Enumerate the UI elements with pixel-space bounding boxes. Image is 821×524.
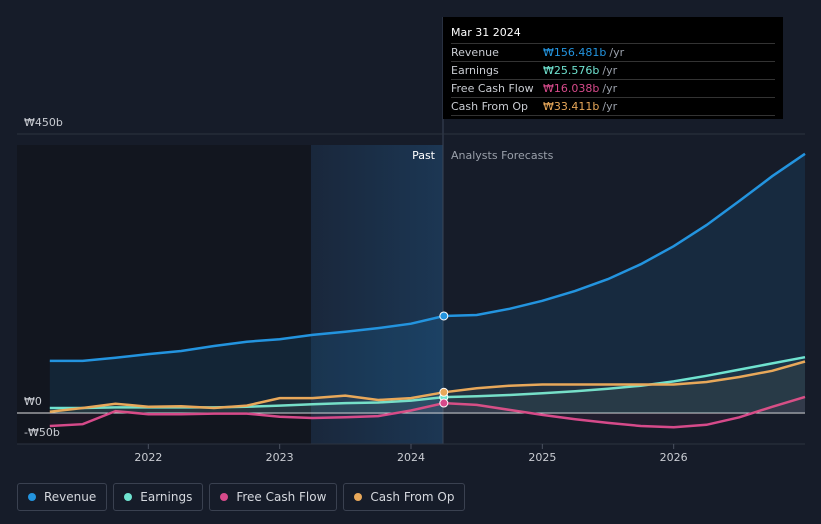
tooltip-unit: /yr: [602, 82, 618, 95]
legend-label: Earnings: [140, 490, 193, 504]
tooltip-row: Earnings ₩25.576b/yr: [451, 62, 775, 80]
tooltip: Mar 31 2024 Revenue ₩156.481b/yr Earnings ₩…: [443, 17, 783, 119]
series-area: [49, 357, 806, 413]
past-background: [17, 145, 311, 444]
tooltip-date: Mar 31 2024: [451, 23, 775, 44]
series-line: [49, 360, 806, 414]
series-area: [49, 153, 806, 414]
tooltip-value: ₩16.038b: [543, 82, 600, 95]
past-highlight: [311, 145, 443, 444]
legend-swatch: [28, 493, 36, 501]
tooltip-unit: /yr: [602, 64, 618, 77]
legend-label: Free Cash Flow: [236, 490, 327, 504]
legend-label: Cash From Op: [370, 490, 455, 504]
legend-item[interactable]: Free Cash Flow: [209, 483, 338, 511]
x-tick-label: 2022: [134, 451, 162, 464]
tooltip-unit: /yr: [609, 46, 625, 59]
tooltip-row: Revenue ₩156.481b/yr: [451, 44, 775, 62]
x-tick-label: 2025: [528, 451, 556, 464]
hover-marker: [439, 311, 449, 321]
past-label: Past: [412, 149, 436, 162]
legend-label: Revenue: [44, 490, 97, 504]
y-tick-label: ₩450b: [24, 116, 63, 129]
y-tick-label: ₩0: [24, 395, 42, 408]
series-area: [49, 396, 806, 428]
tooltip-label: Free Cash Flow: [451, 82, 534, 95]
hover-marker: [439, 398, 449, 408]
legend-item[interactable]: Revenue: [17, 483, 108, 511]
y-tick-label: -₩50b: [24, 426, 60, 439]
tooltip-label: Cash From Op: [451, 100, 529, 113]
legend-item[interactable]: Cash From Op: [343, 483, 466, 511]
hover-marker: [439, 387, 449, 397]
x-tick-label: 2026: [660, 451, 688, 464]
tooltip-row: Cash From Op ₩33.411b/yr: [451, 98, 775, 116]
tooltip-value: ₩156.481b: [543, 46, 607, 59]
legend: Revenue Earnings Free Cash Flow Cash From O…: [17, 483, 466, 511]
tooltip-value: ₩25.576b: [543, 64, 600, 77]
x-tick-label: 2024: [397, 451, 425, 464]
legend-swatch: [124, 493, 133, 501]
series-line: [49, 395, 806, 429]
tooltip-unit: /yr: [602, 100, 618, 113]
forecast-label: Analysts Forecasts: [451, 149, 554, 162]
legend-swatch: [220, 493, 229, 501]
tooltip-label: Earnings: [451, 64, 499, 77]
tooltip-label: Revenue: [451, 46, 499, 59]
tooltip-value: ₩33.411b: [543, 100, 600, 113]
legend-item[interactable]: Earnings: [113, 483, 204, 511]
legend-swatch: [354, 493, 363, 501]
x-tick-label: 2023: [266, 451, 294, 464]
series-area: [49, 361, 806, 413]
series-line: [49, 152, 806, 363]
tooltip-row: Free Cash Flow ₩16.038b/yr: [451, 80, 775, 98]
chart: Past Analysts Forecasts -₩50b ₩0 ₩450b 2022…: [17, 17, 806, 464]
